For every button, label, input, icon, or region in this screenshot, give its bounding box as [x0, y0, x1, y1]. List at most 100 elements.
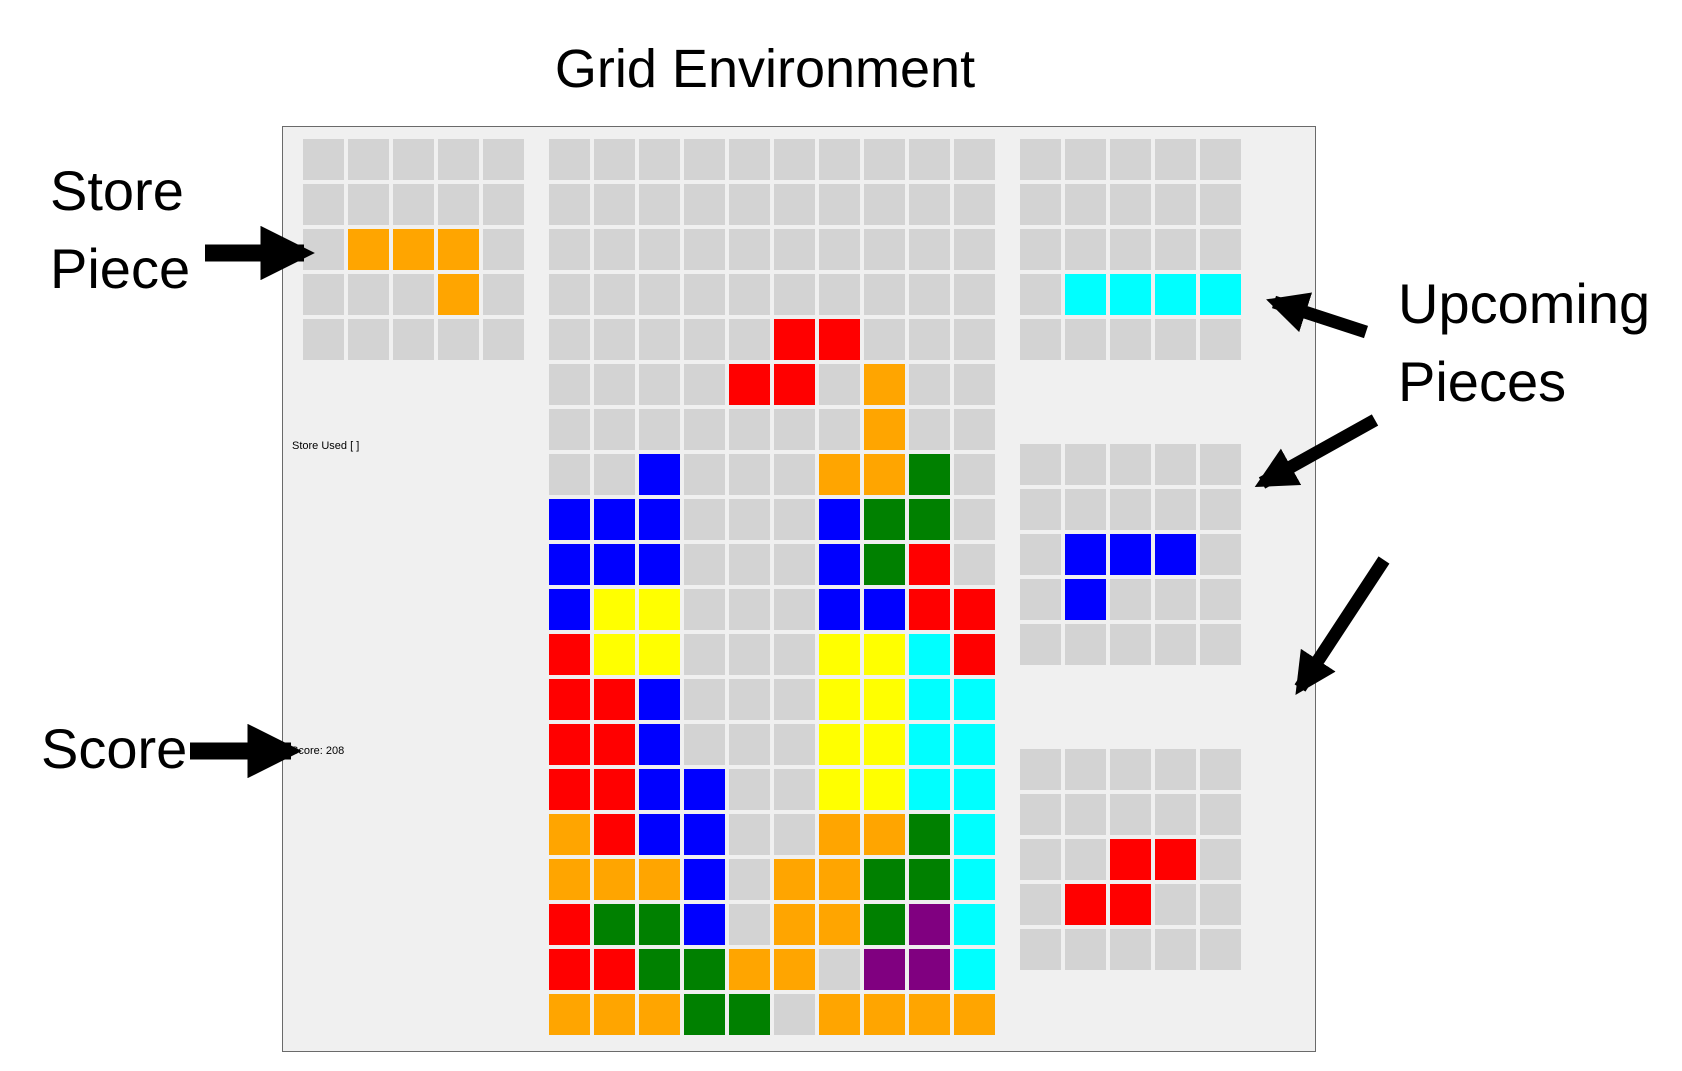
empty-cell [1110, 139, 1151, 180]
empty-cell [1020, 319, 1061, 360]
empty-cell [1110, 319, 1151, 360]
empty-cell [1110, 929, 1151, 970]
block-cell [909, 589, 950, 630]
empty-cell [1065, 139, 1106, 180]
empty-cell [1200, 534, 1241, 575]
block-cell [1065, 274, 1106, 315]
block-cell [549, 949, 590, 990]
block-cell [438, 229, 479, 270]
block-cell [909, 544, 950, 585]
empty-cell [348, 274, 389, 315]
block-cell [729, 994, 770, 1035]
empty-cell [684, 364, 725, 405]
empty-cell [954, 454, 995, 495]
game-board-grid [549, 139, 995, 1035]
empty-cell [303, 184, 344, 225]
block-cell [819, 679, 860, 720]
empty-cell [348, 139, 389, 180]
empty-cell [954, 499, 995, 540]
empty-cell [729, 904, 770, 945]
block-cell [594, 904, 635, 945]
empty-cell [684, 589, 725, 630]
empty-cell [549, 364, 590, 405]
block-cell [1065, 884, 1106, 925]
empty-cell [483, 274, 524, 315]
block-cell [639, 949, 680, 990]
empty-cell [954, 184, 995, 225]
block-cell [639, 589, 680, 630]
empty-cell [1155, 444, 1196, 485]
empty-cell [684, 544, 725, 585]
empty-cell [549, 274, 590, 315]
empty-cell [684, 184, 725, 225]
block-cell [864, 814, 905, 855]
upcoming-piece-3-grid [1020, 749, 1241, 970]
empty-cell [393, 274, 434, 315]
empty-cell [819, 184, 860, 225]
empty-cell [729, 229, 770, 270]
block-cell [909, 814, 950, 855]
empty-cell [639, 184, 680, 225]
empty-cell [819, 364, 860, 405]
empty-cell [774, 634, 815, 675]
empty-cell [594, 274, 635, 315]
empty-cell [1020, 139, 1061, 180]
empty-cell [1155, 139, 1196, 180]
block-cell [684, 814, 725, 855]
block-cell [864, 544, 905, 585]
empty-cell [729, 499, 770, 540]
block-cell [639, 634, 680, 675]
empty-cell [729, 859, 770, 900]
block-cell [594, 814, 635, 855]
empty-cell [729, 544, 770, 585]
empty-cell [954, 319, 995, 360]
empty-cell [1110, 229, 1151, 270]
empty-cell [1110, 749, 1151, 790]
empty-cell [549, 319, 590, 360]
empty-cell [684, 724, 725, 765]
empty-cell [483, 184, 524, 225]
block-cell [729, 364, 770, 405]
empty-cell [1200, 579, 1241, 620]
empty-cell [303, 274, 344, 315]
block-cell [549, 904, 590, 945]
empty-cell [1065, 929, 1106, 970]
empty-cell [1020, 839, 1061, 880]
upcoming-annotation-line2: Pieces [1398, 350, 1567, 413]
block-cell [774, 319, 815, 360]
empty-cell [438, 319, 479, 360]
empty-cell [303, 139, 344, 180]
block-cell [393, 229, 434, 270]
block-cell [819, 634, 860, 675]
empty-cell [1200, 929, 1241, 970]
block-cell [1110, 534, 1151, 575]
empty-cell [1155, 579, 1196, 620]
block-cell [819, 589, 860, 630]
empty-cell [774, 994, 815, 1035]
block-cell [549, 544, 590, 585]
block-cell [864, 634, 905, 675]
empty-cell [774, 589, 815, 630]
empty-cell [1200, 839, 1241, 880]
block-cell [864, 859, 905, 900]
empty-cell [549, 454, 590, 495]
block-cell [864, 499, 905, 540]
empty-cell [729, 589, 770, 630]
empty-cell [438, 139, 479, 180]
block-cell [864, 589, 905, 630]
empty-cell [639, 229, 680, 270]
empty-cell [1155, 489, 1196, 530]
empty-cell [729, 634, 770, 675]
empty-cell [303, 229, 344, 270]
empty-cell [684, 499, 725, 540]
block-cell [954, 994, 995, 1035]
empty-cell [729, 184, 770, 225]
block-cell [819, 454, 860, 495]
block-cell [594, 499, 635, 540]
block-cell [639, 904, 680, 945]
empty-cell [774, 139, 815, 180]
empty-cell [1110, 489, 1151, 530]
empty-cell [1155, 624, 1196, 665]
empty-cell [909, 409, 950, 450]
block-cell [1155, 534, 1196, 575]
